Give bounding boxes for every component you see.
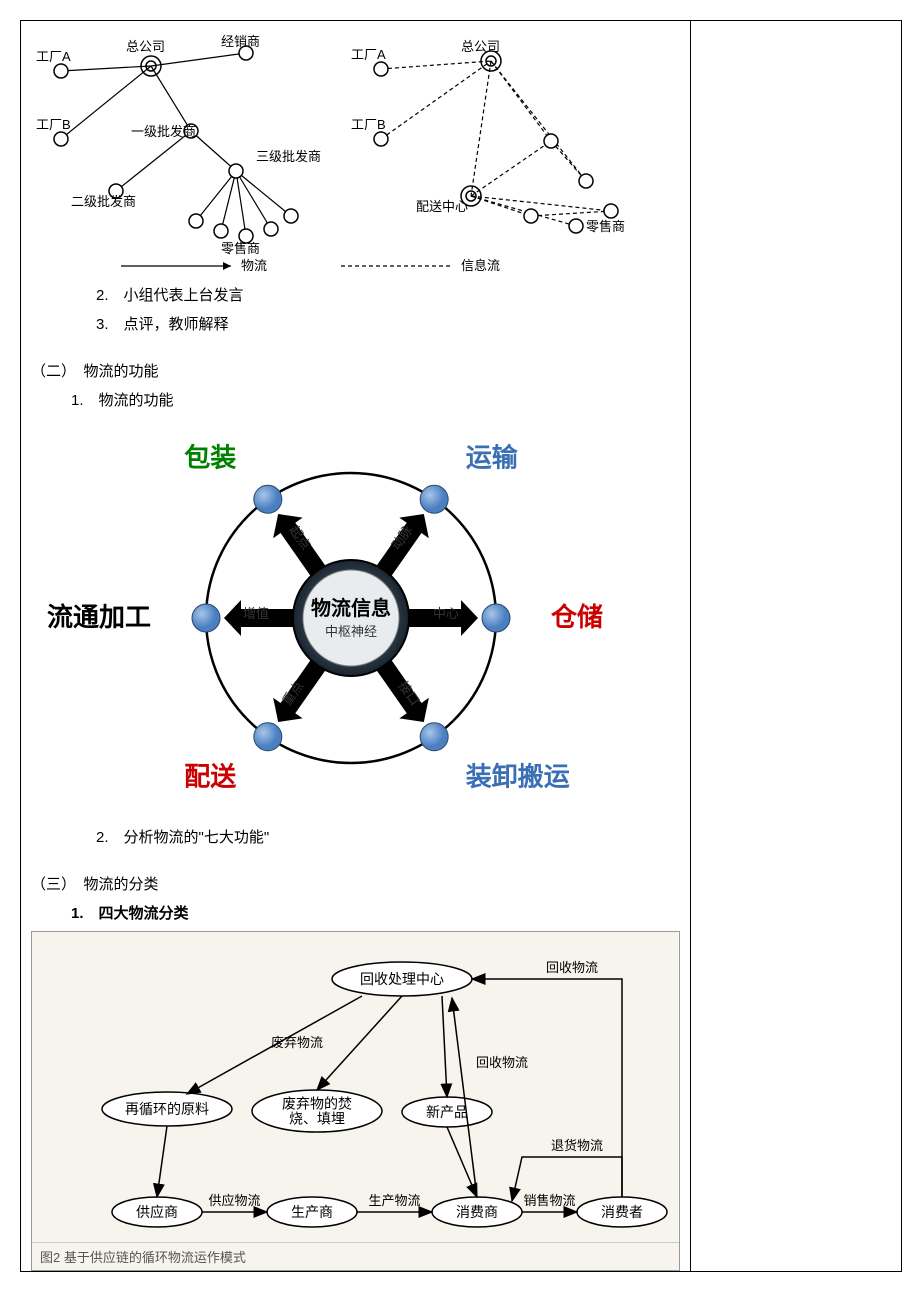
svg-text:再循环的原料: 再循环的原料 — [125, 1101, 209, 1117]
main-column: 工厂A 总公司 经销商工厂B 一级批发商二级批发商 三级批发商零售商 工厂A 总公司工厂B 配… — [21, 21, 691, 1271]
svg-text:销售物流: 销售物流 — [523, 1193, 575, 1208]
list-item: 2. 分析物流的"七大功能" — [96, 826, 680, 847]
svg-text:仓储: 仓储 — [550, 602, 603, 632]
section-heading: （二） 物流的功能 — [31, 360, 680, 381]
svg-text:工厂A: 工厂A — [351, 47, 386, 62]
svg-text:烧、填埋: 烧、填埋 — [289, 1111, 345, 1127]
svg-text:中心: 中心 — [433, 606, 459, 621]
svg-text:装卸搬运: 装卸搬运 — [466, 762, 570, 792]
svg-text:零售商: 零售商 — [221, 241, 260, 256]
svg-text:总公司: 总公司 — [126, 39, 165, 54]
svg-text:回收处理中心: 回收处理中心 — [360, 971, 444, 987]
svg-text:废弃物流: 废弃物流 — [271, 1035, 323, 1050]
svg-text:零售商: 零售商 — [586, 219, 625, 234]
svg-text:供应物流: 供应物流 — [208, 1193, 260, 1208]
section-heading: （三） 物流的分类 — [31, 873, 680, 894]
list-item: 1. 物流的功能 — [71, 389, 680, 410]
document-page: 工厂A 总公司 经销商工厂B 一级批发商二级批发商 三级批发商零售商 工厂A 总公司工厂B 配… — [20, 20, 902, 1272]
svg-text:经销商: 经销商 — [221, 34, 260, 49]
diagram-network: 工厂A 总公司 经销商工厂B 一级批发商二级批发商 三级批发商零售商 工厂A 总公司工厂B 配… — [31, 31, 661, 276]
svg-text:回收物流: 回收物流 — [476, 1055, 528, 1070]
svg-text:消费者: 消费者 — [601, 1204, 643, 1220]
svg-text:生产物流: 生产物流 — [368, 1193, 420, 1208]
list-item: 3. 点评，教师解释 — [96, 313, 680, 334]
svg-text:三级批发商: 三级批发商 — [256, 149, 321, 164]
svg-text:一级批发商: 一级批发商 — [131, 124, 196, 139]
svg-text:退货物流: 退货物流 — [551, 1138, 603, 1153]
svg-text:配送: 配送 — [184, 763, 236, 792]
diagram-flowchart: 回收处理中心再循环的原料 废弃物的焚烧、填埋 新产品供应商 生产商 消费商 消费者 回收物流… — [32, 932, 678, 1242]
list-item: 1. 四大物流分类 — [71, 902, 680, 923]
list-item: 2. 小组代表上台发言 — [96, 284, 680, 305]
svg-text:信息流: 信息流 — [461, 258, 500, 273]
svg-text:消费商: 消费商 — [456, 1204, 498, 1220]
diagram-radial: 起点动脉中心接口重点增值物流信息中枢神经包装运输仓储装卸搬运配送流通加工 — [31, 418, 661, 818]
svg-text:配送中心: 配送中心 — [416, 199, 468, 214]
svg-text:运输: 运输 — [466, 442, 519, 472]
svg-text:供应商: 供应商 — [136, 1204, 178, 1220]
svg-text:总公司: 总公司 — [461, 39, 500, 54]
svg-text:回收物流: 回收物流 — [546, 960, 598, 975]
diagram-flowchart-wrapper: 回收处理中心再循环的原料 废弃物的焚烧、填埋 新产品供应商 生产商 消费商 消费者 回收物流… — [31, 931, 680, 1271]
figure-caption: 图2 基于供应链的循环物流运作模式 — [32, 1242, 679, 1270]
svg-text:工厂B: 工厂B — [36, 117, 71, 132]
svg-text:包装: 包装 — [184, 442, 236, 472]
svg-text:物流信息: 物流信息 — [311, 596, 391, 620]
svg-text:增值: 增值 — [243, 606, 269, 621]
svg-text:二级批发商: 二级批发商 — [71, 194, 136, 209]
svg-text:中枢神经: 中枢神经 — [325, 624, 377, 639]
svg-text:新产品: 新产品 — [426, 1104, 468, 1120]
svg-text:生产商: 生产商 — [291, 1204, 333, 1220]
svg-text:物流: 物流 — [241, 258, 267, 273]
svg-text:废弃物的焚: 废弃物的焚 — [282, 1096, 352, 1112]
svg-text:工厂B: 工厂B — [351, 117, 386, 132]
svg-text:流通加工: 流通加工 — [47, 603, 151, 632]
svg-text:工厂A: 工厂A — [36, 49, 71, 64]
